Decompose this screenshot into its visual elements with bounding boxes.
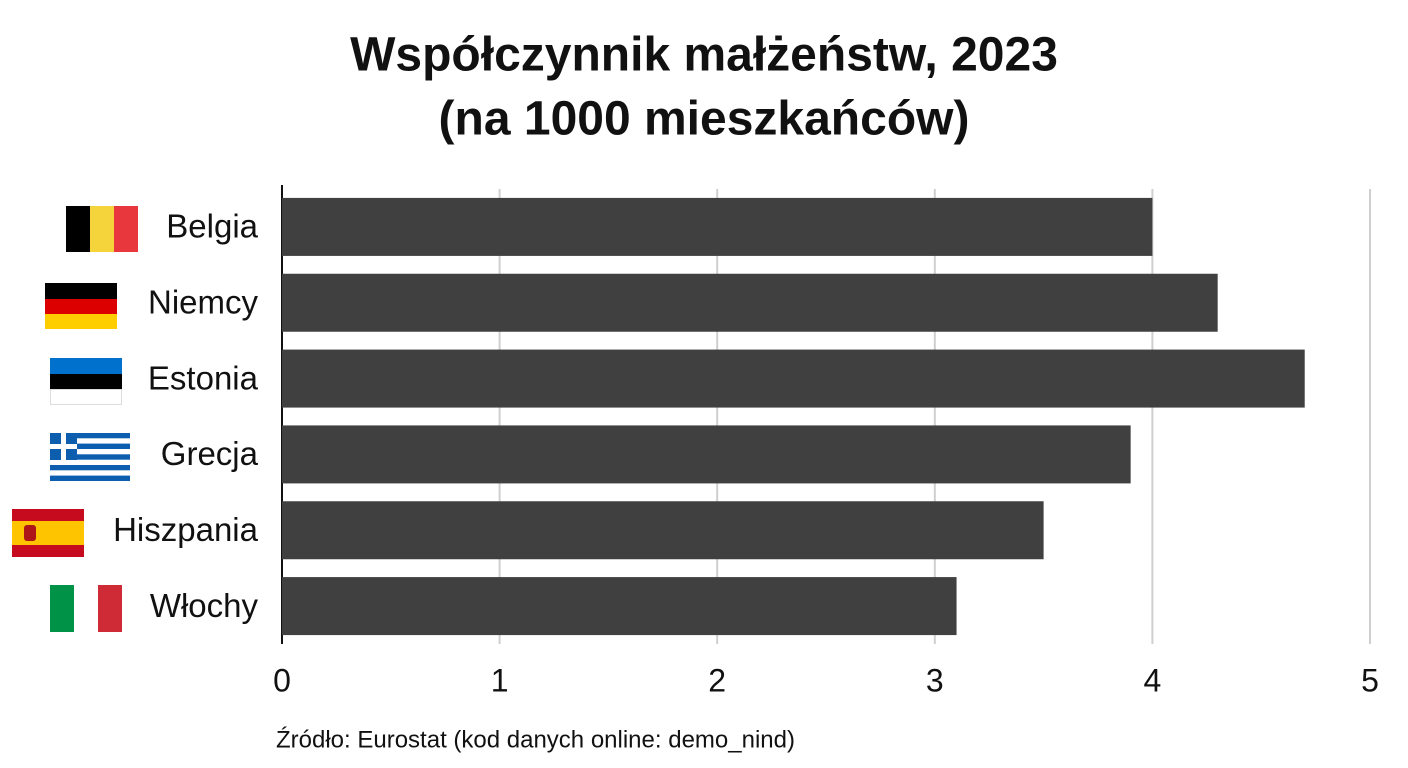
y-tick-label: Włochy <box>150 587 259 624</box>
bar <box>282 197 1153 256</box>
y-tick-label: Belgia <box>166 208 258 245</box>
chart-title: Współczynnik małżeństw, 2023 <box>350 29 1058 82</box>
flag-estonia <box>50 358 122 405</box>
y-tick-label: Hiszpania <box>113 511 259 548</box>
y-tick-label: Estonia <box>148 359 259 396</box>
x-tick-label: 5 <box>1361 662 1379 698</box>
source-note: Źródło: Eurostat (kod danych online: dem… <box>276 726 795 753</box>
bar <box>282 349 1305 408</box>
bar <box>282 425 1131 484</box>
y-tick-label: Grecja <box>161 435 259 472</box>
chart-subtitle: (na 1000 mieszkańców) <box>439 93 970 146</box>
flag-spain <box>12 509 84 557</box>
x-tick-label: 2 <box>708 662 726 698</box>
x-tick-label: 1 <box>491 662 509 698</box>
bar <box>282 577 957 636</box>
bar <box>282 273 1218 332</box>
x-tick-label: 0 <box>273 662 291 698</box>
x-tick-label: 4 <box>1144 662 1162 698</box>
bar <box>282 501 1044 560</box>
flag-germany <box>45 283 117 329</box>
flag-belgium <box>66 206 138 252</box>
flag-italy <box>50 585 122 632</box>
flag-greece <box>50 433 130 481</box>
x-tick-label: 3 <box>926 662 944 698</box>
flags <box>12 206 138 632</box>
y-tick-label: Niemcy <box>148 283 259 320</box>
